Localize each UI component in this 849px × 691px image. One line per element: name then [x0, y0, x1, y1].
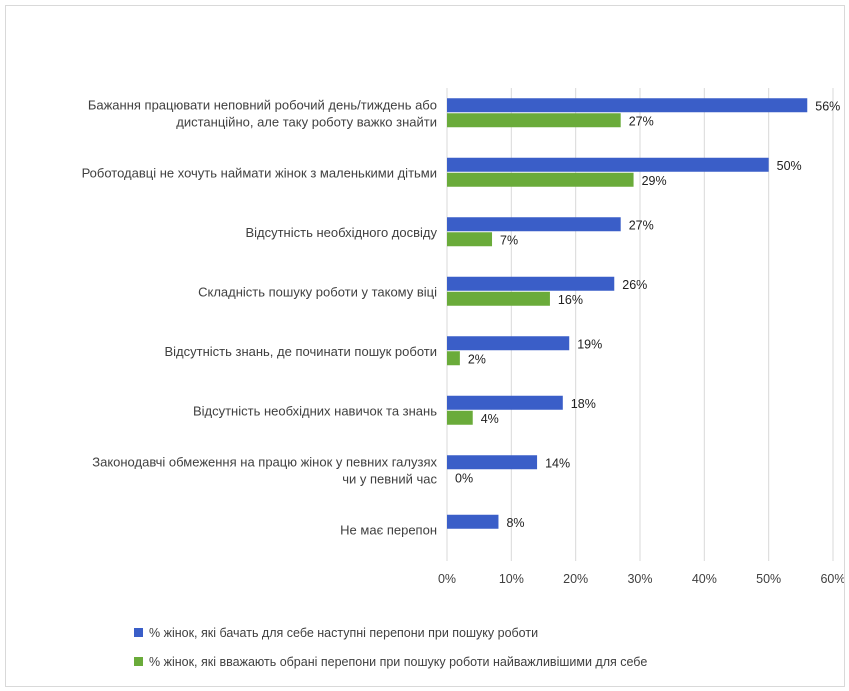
- category-label-5: Відсутність знань, де починати пошук роб…: [164, 344, 437, 359]
- legend-entry-series1: % жінок, які бачать для себе наступні пе…: [149, 626, 538, 640]
- bar-series1-cat1: [447, 98, 808, 113]
- data-label-series2-cat1: 27%: [629, 114, 654, 128]
- bar-series2-cat5: [447, 351, 460, 366]
- x-tick-label: 20%: [563, 572, 588, 586]
- category-label-2: Роботодавці не хочуть наймати жінок з ма…: [82, 165, 437, 180]
- data-label-series2-cat7: 0%: [455, 471, 473, 485]
- data-label-series1-cat2: 50%: [777, 159, 802, 173]
- legend: % жінок, які бачать для себе наступні пе…: [134, 626, 647, 669]
- x-tick-label: 40%: [692, 572, 717, 586]
- legend-swatch-series1: [134, 628, 143, 637]
- x-tick-label: 10%: [499, 572, 524, 586]
- x-tick-label: 50%: [756, 572, 781, 586]
- data-label-series2-cat4: 16%: [558, 293, 583, 307]
- category-label-6: Відсутність необхідних навичок та знань: [193, 403, 437, 418]
- category-labels: Бажання працювати неповний робочий день/…: [82, 97, 438, 537]
- category-label-7: Законодавчі обмеження на працю жінок у п…: [92, 454, 437, 469]
- bar-series2-cat4: [447, 291, 550, 306]
- data-label-series2-cat5: 2%: [468, 352, 486, 366]
- x-tick-label: 60%: [820, 572, 844, 586]
- x-tick-label: 0%: [438, 572, 456, 586]
- bar-series2-cat2: [447, 172, 634, 187]
- bar-series1-cat7: [447, 455, 538, 470]
- data-label-series1-cat6: 18%: [571, 397, 596, 411]
- chart-frame: 56% 27% 50% 29% 27% 7% 26% 16% 19% 2% 18% 4% 14% 0% 8%…: [5, 5, 845, 687]
- category-label-1: Бажання працювати неповний робочий день/…: [88, 97, 437, 112]
- data-label-series1-cat4: 26%: [622, 278, 647, 292]
- data-label-series1-cat1: 56%: [815, 99, 840, 113]
- bar-series1-cat4: [447, 276, 615, 291]
- x-tick-label: 30%: [627, 572, 652, 586]
- bar-series1-cat6: [447, 395, 563, 410]
- data-label-series2-cat2: 29%: [642, 174, 667, 188]
- bar-series1-cat2: [447, 157, 769, 172]
- data-label-series1-cat5: 19%: [577, 337, 602, 351]
- bar-series2-cat1: [447, 113, 621, 128]
- data-label-series1-cat8: 8%: [506, 516, 524, 530]
- bar-chart: 56% 27% 50% 29% 27% 7% 26% 16% 19% 2% 18% 4% 14% 0% 8%…: [82, 88, 844, 669]
- bars: 56% 27% 50% 29% 27% 7% 26% 16% 19% 2% 18% 4% 14% 0% 8%: [447, 98, 840, 530]
- category-label-1: дистанційно, але таку роботу важко знайт…: [176, 114, 437, 129]
- legend-swatch-series2: [134, 657, 143, 666]
- data-label-series1-cat3: 27%: [629, 218, 654, 232]
- category-label-3: Відсутність необхідного досвіду: [245, 225, 437, 240]
- data-label-series2-cat3: 7%: [500, 233, 518, 247]
- bar-series2-cat3: [447, 232, 493, 247]
- data-label-series1-cat7: 14%: [545, 456, 570, 470]
- category-label-4: Складність пошуку роботи у такому віці: [198, 284, 437, 299]
- category-label-7: чи у певний час: [342, 471, 437, 486]
- bar-series1-cat8: [447, 514, 499, 529]
- x-axis-ticks: 0% 10% 20% 30% 40% 50% 60%: [438, 572, 844, 586]
- category-label-8: Не має перепон: [340, 522, 437, 537]
- bar-series1-cat3: [447, 217, 621, 232]
- legend-entry-series2: % жінок, які вважають обрані перепони пр…: [149, 655, 647, 669]
- bar-series2-cat6: [447, 410, 473, 425]
- data-label-series2-cat6: 4%: [481, 412, 499, 426]
- bar-series1-cat5: [447, 336, 570, 351]
